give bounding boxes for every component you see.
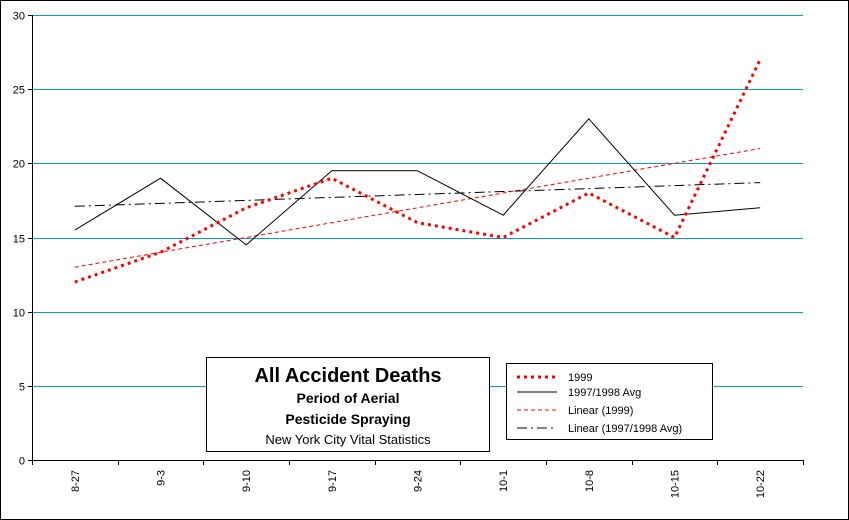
x-tick-label-9-3: 9-3 [156, 470, 168, 486]
title-line-4: New York City Vital Statistics [265, 432, 431, 447]
x-tick-label-10-22: 10-22 [755, 470, 767, 498]
title-box-frame [206, 357, 490, 452]
series-lines [74, 58, 762, 284]
y-tick-label-25: 25 [13, 85, 25, 97]
x-tick-label-8-27: 8-27 [70, 470, 82, 492]
legend-label-avg: 1997/1998 Avg [568, 387, 641, 399]
title-box: All Accident Deaths Period of Aerial Pes… [206, 357, 490, 452]
title-line-2: Period of Aerial [297, 390, 400, 406]
title-line-3: Pesticide Spraying [285, 411, 410, 427]
y-axis-tick-labels: 0 5 10 15 20 25 30 [13, 11, 25, 468]
title-line-1: All Accident Deaths [254, 365, 441, 387]
series-line-linear-1999 [74, 148, 761, 268]
legend-label-linear-1999: Linear (1999) [568, 405, 633, 417]
y-tick-label-15: 15 [13, 234, 25, 246]
x-axis-tick-labels: 8-27 9-3 9-10 9-17 9-24 10-1 10-8 10-15 10-22 [70, 470, 767, 498]
x-tick-label-10-15: 10-15 [670, 470, 682, 498]
legend: 1999 1997/1998 Avg Linear (1999) Linear … [506, 363, 713, 440]
series-line-linear-1997-1998-avg [74, 182, 761, 207]
axes [28, 15, 804, 465]
x-tick-label-10-8: 10-8 [584, 470, 596, 492]
y-tick-label-30: 30 [13, 11, 25, 23]
legend-label-linear-avg: Linear (1997/1998 Avg) [568, 423, 682, 435]
x-tick-label-9-24: 9-24 [413, 470, 425, 492]
y-tick-label-0: 0 [19, 456, 25, 468]
x-tick-label-9-10: 9-10 [241, 470, 253, 492]
y-tick-label-5: 5 [19, 382, 25, 394]
series-line-1997-1998-avg [74, 118, 761, 246]
y-tick-label-20: 20 [13, 159, 25, 171]
y-tick-label-10: 10 [13, 308, 25, 320]
x-tick-label-10-1: 10-1 [498, 470, 510, 492]
legend-label-1999: 1999 [568, 372, 592, 384]
x-tick-label-9-17: 9-17 [327, 470, 339, 492]
